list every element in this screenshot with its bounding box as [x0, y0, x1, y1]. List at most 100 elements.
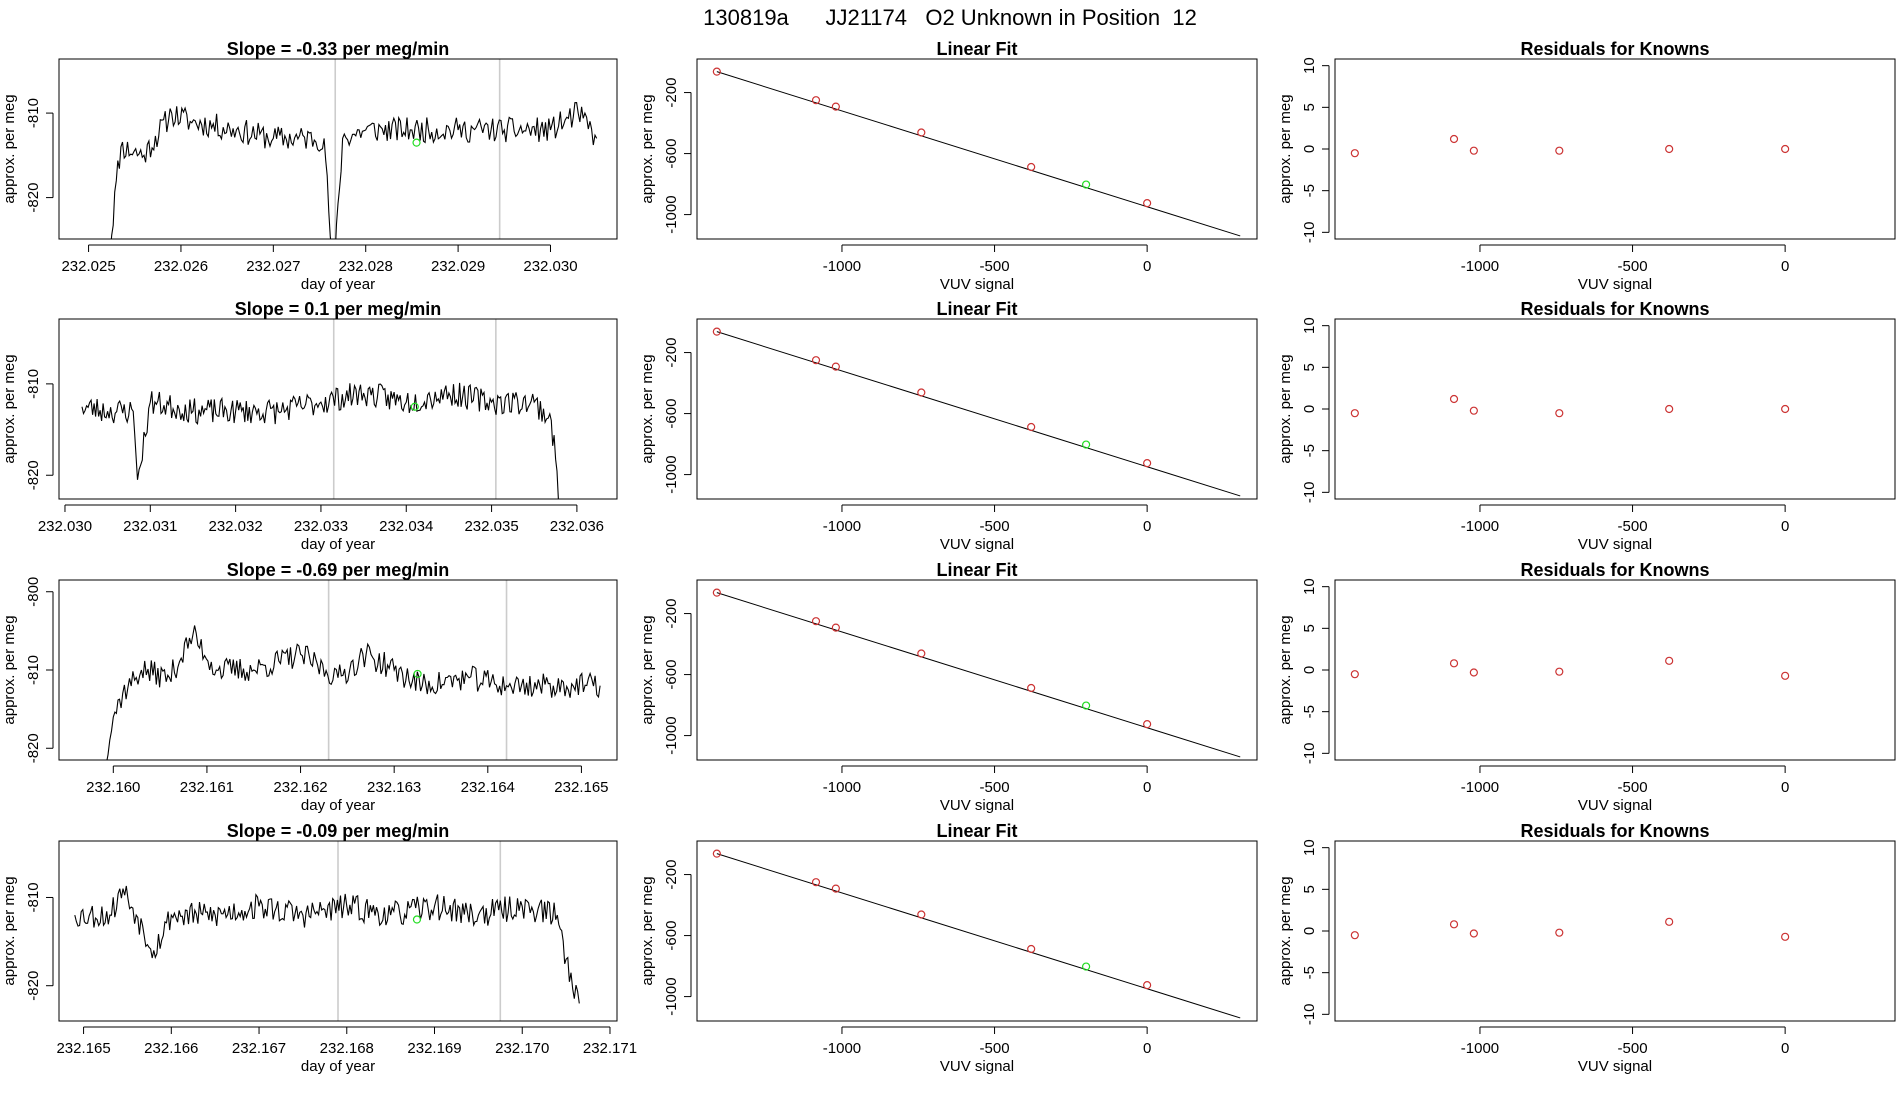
x-tick-label: -500 — [980, 1040, 1010, 1057]
residual-point — [1350, 409, 1359, 418]
x-tick-label: 0 — [1143, 779, 1151, 796]
fit-point — [1082, 962, 1091, 971]
x-tick-label: 232.031 — [123, 518, 177, 535]
y-axis: -10 -5 0 5 10 approx. per meg — [1277, 839, 1330, 1025]
fit-point — [1143, 199, 1152, 208]
residual-point — [1665, 917, 1674, 926]
x-axis-title: VUV signal — [940, 536, 1014, 553]
panel-title: Slope = -0.69 per meg/min — [227, 560, 450, 580]
signal-trace — [74, 885, 580, 1004]
panel-title: Linear Fit — [936, 821, 1017, 841]
fit-point — [712, 588, 721, 597]
panel-residuals-4: Residuals for Knowns -1000 -500 0 VUV signal… — [1277, 821, 1896, 1075]
plot-frame — [58, 58, 618, 240]
x-tick-label: 232.033 — [294, 518, 348, 535]
x-tick-label: 232.032 — [208, 518, 262, 535]
y-tick-label: -200 — [663, 860, 680, 890]
x-tick-label: 232.029 — [431, 258, 485, 275]
y-tick-label: -820 — [25, 971, 42, 1001]
plot-area — [1350, 134, 1790, 158]
y-axis: -1000 -600 -200 approx. per meg — [639, 78, 692, 234]
x-tick-label: 232.170 — [495, 1040, 549, 1057]
panel-residuals-2: Residuals for Knowns -1000 -500 0 VUV signal… — [1277, 299, 1896, 553]
fit-line — [716, 853, 1241, 1019]
fit-point — [1082, 701, 1091, 710]
fit-line — [716, 331, 1241, 497]
residual-point — [1665, 404, 1674, 414]
x-tick-label: 232.166 — [144, 1040, 198, 1057]
y-axis-title: approx. per meg — [1277, 354, 1294, 463]
y-tick-label: -600 — [663, 139, 680, 169]
residual-point — [1350, 670, 1359, 679]
fit-point — [1082, 440, 1091, 449]
y-tick-label: 10 — [1301, 317, 1318, 334]
plot-area — [1350, 917, 1790, 941]
fit-point — [917, 649, 926, 658]
fit-point — [831, 884, 840, 893]
y-tick-label: -600 — [663, 399, 680, 429]
x-tick-label: -1000 — [1461, 1040, 1499, 1057]
x-axis: -1000 -500 0 VUV signal — [1461, 1026, 1789, 1075]
x-tick-label: 232.027 — [246, 258, 300, 275]
plot-area — [110, 59, 598, 239]
y-axis-title: approx. per meg — [1, 354, 18, 463]
signal-trace — [110, 102, 598, 239]
y-axis: -820 -810 approx. per meg — [1, 94, 54, 213]
y-tick-label: 5 — [1301, 885, 1318, 893]
panel-title: Linear Fit — [936, 560, 1017, 580]
x-tick-label: -1000 — [823, 518, 861, 535]
y-tick-label: -810 — [25, 98, 42, 128]
fit-point — [917, 128, 926, 137]
panel-residuals-1: Residuals for Knowns -1000 -500 0 VUV signal… — [1277, 39, 1896, 293]
x-tick-label: 232.164 — [461, 779, 515, 796]
x-tick-label: 232.167 — [232, 1040, 286, 1057]
y-axis-title: approx. per meg — [639, 354, 656, 463]
y-tick-label: -1000 — [663, 455, 680, 493]
x-axis: -1000 -500 0 VUV signal — [823, 1026, 1151, 1075]
x-tick-label: 232.030 — [38, 518, 92, 535]
plot-frame — [1334, 318, 1896, 500]
x-tick-label: -1000 — [1461, 258, 1499, 275]
plot-frame — [696, 58, 1258, 240]
figure-title: 130819a JJ21174 O2 Unknown in Position 1… — [703, 5, 1197, 30]
y-tick-label: -820 — [25, 183, 42, 213]
residual-point — [1469, 146, 1478, 155]
x-tick-label: -500 — [980, 258, 1010, 275]
x-tick-label: 232.035 — [464, 518, 518, 535]
y-axis-title: approx. per meg — [1, 94, 18, 203]
x-axis-title: day of year — [301, 276, 375, 293]
x-axis: -1000 -500 0 VUV signal — [1461, 504, 1789, 553]
y-axis-title: approx. per meg — [639, 615, 656, 724]
x-tick-label: 232.162 — [273, 779, 327, 796]
residual-point — [1469, 929, 1478, 938]
x-axis-title: VUV signal — [940, 1058, 1014, 1075]
y-tick-label: 10 — [1301, 57, 1318, 74]
x-tick-label: -1000 — [1461, 779, 1499, 796]
x-tick-label: 0 — [1781, 1040, 1789, 1057]
y-tick-label: -10 — [1301, 742, 1318, 764]
panel-title: Residuals for Knowns — [1520, 39, 1709, 59]
panel-title: Residuals for Knowns — [1520, 299, 1709, 319]
residual-point — [1350, 931, 1359, 940]
x-axis-title: day of year — [301, 797, 375, 814]
x-tick-label: 232.025 — [61, 258, 115, 275]
x-tick-label: -500 — [980, 779, 1010, 796]
residual-point — [1350, 149, 1359, 158]
y-tick-label: -820 — [25, 460, 42, 490]
y-tick-label: -810 — [25, 655, 42, 685]
x-tick-label: -1000 — [823, 779, 861, 796]
signal-trace — [81, 382, 559, 499]
fit-point — [712, 67, 721, 76]
y-tick-label: -800 — [25, 577, 42, 607]
fit-point — [1027, 162, 1036, 172]
x-axis-title: VUV signal — [940, 797, 1014, 814]
x-tick-label: -1000 — [823, 1040, 861, 1057]
y-tick-label: 0 — [1301, 927, 1318, 935]
y-axis-title: approx. per meg — [639, 94, 656, 203]
residual-point — [1781, 144, 1790, 154]
fit-point — [811, 878, 821, 887]
panel-title: Linear Fit — [936, 39, 1017, 59]
y-tick-label: -5 — [1301, 184, 1318, 197]
